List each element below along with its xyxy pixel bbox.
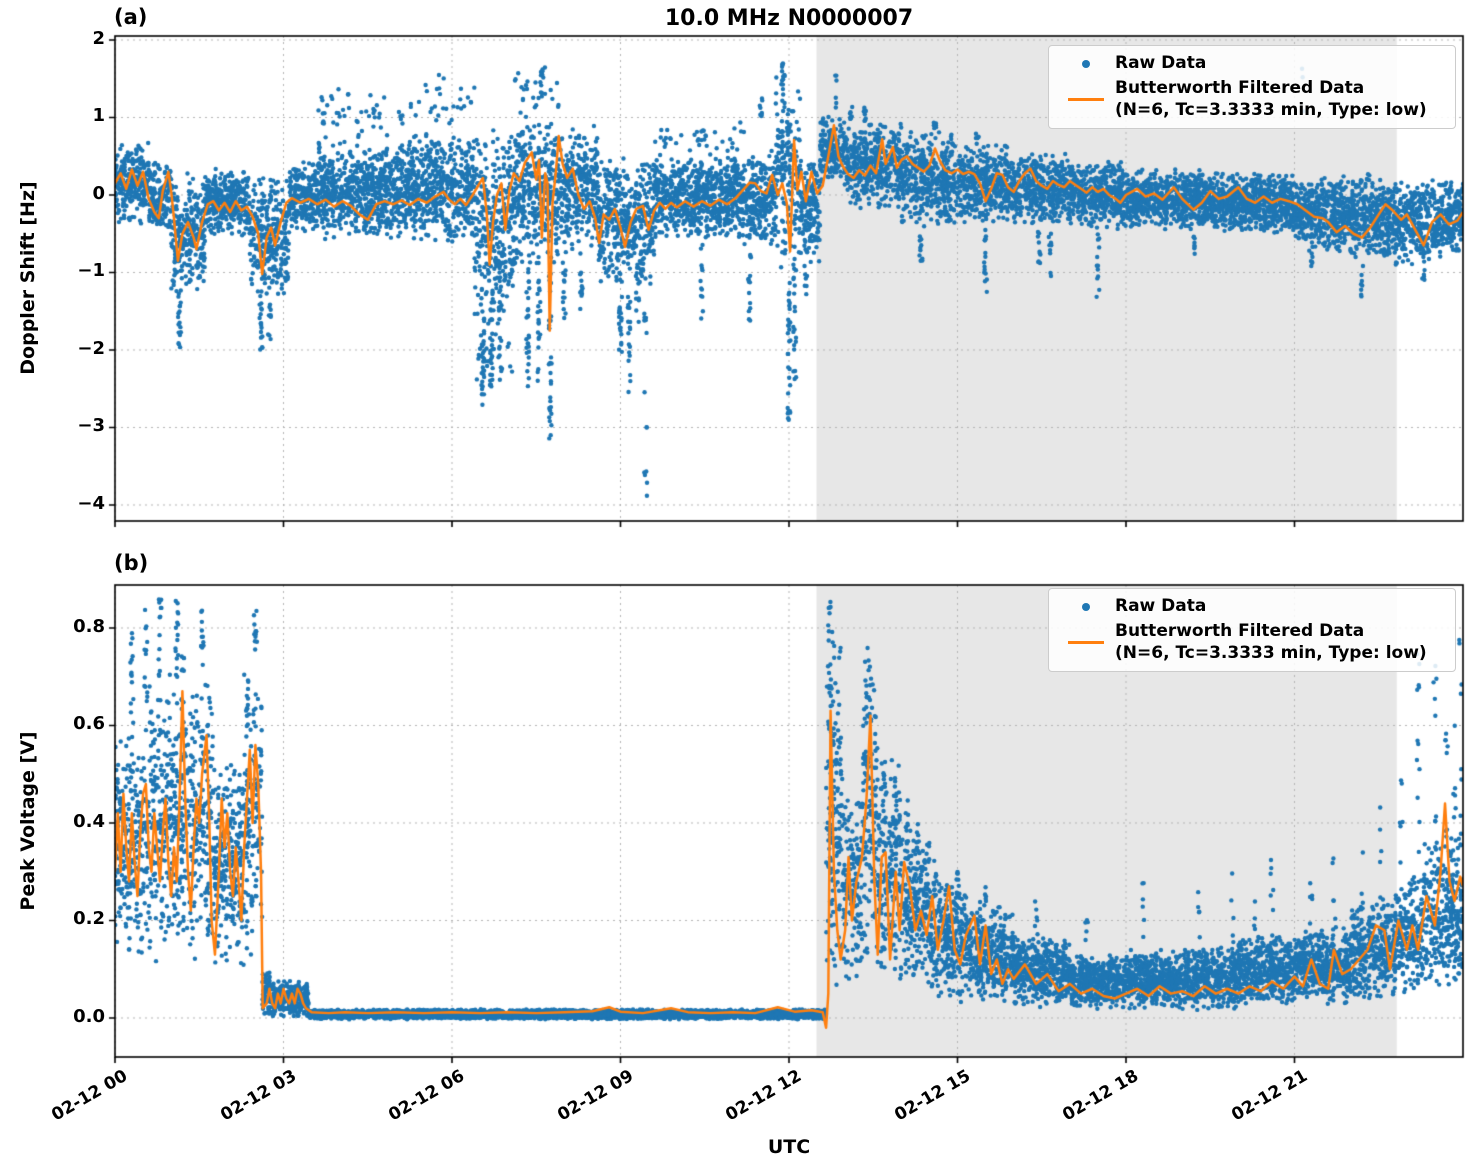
y-axis-label-b: Peak Voltage [V] xyxy=(17,731,39,911)
legend-a-raw-label: Raw Data xyxy=(1115,53,1207,73)
y-tick-b-0.2: 0.2 xyxy=(73,908,105,930)
legend-b-filtered-line1: Butterworth Filtered Data xyxy=(1115,621,1365,642)
subplot-b-label: (b) xyxy=(114,551,149,575)
y-tick-b-0.4: 0.4 xyxy=(73,810,105,832)
subplot-a-label: (a) xyxy=(114,5,148,29)
legend-b-filtered-label: Butterworth Filtered Data (N=6, Tc=3.333… xyxy=(1115,621,1427,664)
filtered-line-icon xyxy=(1057,98,1115,101)
filtered-line-icon xyxy=(1057,641,1115,644)
y-tick-a-−4: −4 xyxy=(77,492,105,514)
x-axis-label: UTC xyxy=(767,1136,811,1158)
legend-a-filtered-label: Butterworth Filtered Data (N=6, Tc=3.333… xyxy=(1115,78,1427,121)
legend-a: Raw Data Butterworth Filtered Data (N=6,… xyxy=(1048,45,1456,129)
y-tick-a-−3: −3 xyxy=(77,415,105,437)
y-tick-b-0.6: 0.6 xyxy=(73,713,105,735)
legend-b: Raw Data Butterworth Filtered Data (N=6,… xyxy=(1048,588,1456,672)
legend-b-filtered-entry: Butterworth Filtered Data (N=6, Tc=3.333… xyxy=(1057,621,1443,664)
y-tick-a-1: 1 xyxy=(92,105,105,127)
legend-a-filtered-entry: Butterworth Filtered Data (N=6, Tc=3.333… xyxy=(1057,78,1443,121)
legend-b-filtered-line2: (N=6, Tc=3.3333 min, Type: low) xyxy=(1115,642,1427,663)
legend-a-filtered-line2: (N=6, Tc=3.3333 min, Type: low) xyxy=(1115,99,1427,120)
y-tick-a-−2: −2 xyxy=(77,337,105,359)
y-axis-label-a: Doppler Shift [Hz] xyxy=(17,181,39,375)
raw-data-marker-icon xyxy=(1057,602,1115,611)
figure-title: 10.0 MHz N0000007 xyxy=(664,6,914,31)
raw-data-marker-icon xyxy=(1057,59,1115,68)
legend-b-raw-entry: Raw Data xyxy=(1057,596,1443,617)
y-tick-a-0: 0 xyxy=(92,182,105,204)
y-tick-a-2: 2 xyxy=(92,27,105,49)
y-tick-b-0.8: 0.8 xyxy=(73,615,105,637)
legend-a-raw-entry: Raw Data xyxy=(1057,53,1443,74)
legend-a-filtered-line1: Butterworth Filtered Data xyxy=(1115,78,1365,99)
y-tick-b-0.0: 0.0 xyxy=(73,1005,105,1027)
legend-b-raw-label: Raw Data xyxy=(1115,596,1207,616)
y-tick-a-−1: −1 xyxy=(77,260,105,282)
